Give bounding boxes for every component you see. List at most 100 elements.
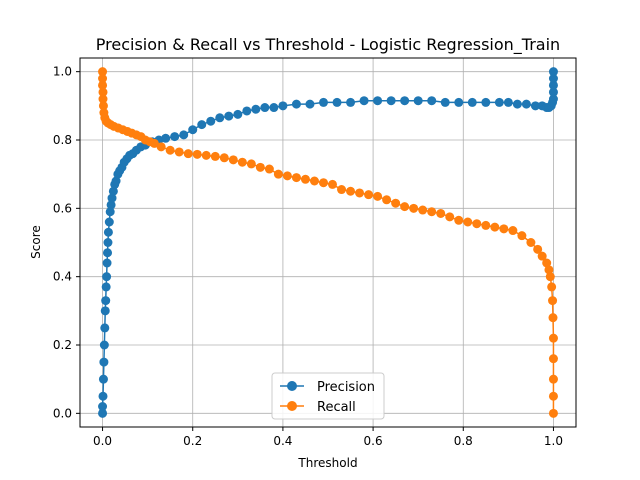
series-layer — [98, 67, 558, 418]
y-tick-label: 0.8 — [53, 133, 72, 147]
recall-point — [427, 207, 437, 217]
precision-point — [99, 357, 109, 367]
x-tick-label: 0.8 — [454, 434, 473, 448]
recall-point — [156, 142, 166, 152]
precision-point — [278, 101, 288, 111]
recall-point — [544, 265, 554, 275]
precision-point — [346, 97, 356, 107]
precision-point — [161, 133, 171, 143]
precision-series — [98, 67, 558, 418]
precision-point — [467, 97, 477, 107]
precision-point — [98, 408, 108, 418]
y-tick-label: 0.4 — [53, 270, 72, 284]
recall-point — [547, 282, 557, 292]
recall-point — [219, 153, 229, 163]
legend-precision-label: Precision — [317, 380, 375, 395]
recall-point — [149, 138, 159, 148]
recall-point — [548, 333, 558, 343]
precision-point — [103, 238, 113, 247]
precision-point — [103, 227, 113, 237]
precision-point — [103, 248, 113, 258]
x-tick-label: 0.6 — [364, 434, 383, 448]
recall-point — [545, 272, 555, 282]
recall-point — [373, 191, 383, 201]
precision-point — [107, 193, 117, 203]
recall-point — [201, 150, 211, 160]
legend-recall-label: Recall — [317, 400, 356, 415]
precision-point — [332, 97, 342, 107]
recall-point — [382, 195, 392, 205]
precision-point — [224, 111, 234, 121]
recall-point — [328, 179, 338, 189]
y-tick-label: 0.0 — [53, 406, 72, 420]
plot-frame — [79, 57, 577, 428]
y-tick-label: 1.0 — [53, 65, 72, 79]
precision-point — [305, 99, 315, 109]
recall-point — [418, 205, 428, 215]
y-tick-label: 0.6 — [53, 201, 72, 215]
recall-point — [542, 258, 552, 268]
precision-point — [102, 258, 112, 268]
recall-point — [400, 202, 410, 212]
precision-point — [108, 186, 118, 196]
precision-point — [548, 94, 558, 104]
recall-point — [174, 147, 184, 157]
recall-point — [548, 408, 558, 418]
recall-point — [237, 157, 247, 167]
recall-point — [346, 186, 356, 196]
recall-point — [499, 224, 509, 234]
precision-line — [101, 71, 555, 414]
x-tick-label: 0.4 — [273, 434, 292, 448]
recall-point — [255, 162, 265, 172]
precision-point — [512, 99, 522, 109]
legend: Precision Recall — [271, 372, 385, 420]
recall-point — [548, 391, 558, 401]
recall-point — [291, 173, 301, 183]
legend-recall-marker — [287, 401, 297, 411]
precision-point — [548, 74, 558, 83]
recall-point — [192, 149, 202, 159]
recall-point — [445, 212, 455, 222]
recall-point — [548, 313, 558, 323]
precision-point — [101, 296, 111, 306]
recall-point — [273, 169, 283, 179]
precision-point — [233, 109, 243, 119]
precision-point — [100, 306, 110, 316]
precision-point — [440, 97, 450, 107]
precision-point — [454, 97, 464, 107]
recall-point — [98, 94, 108, 104]
recall-point — [337, 185, 347, 195]
x-tick-label: 0.0 — [93, 434, 112, 448]
recall-point — [472, 219, 482, 229]
legend-box — [271, 372, 385, 420]
precision-point — [104, 217, 114, 227]
axis-ticks: 0.0 0.2 0.4 0.6 0.8 1.0 0.0 0.2 0.4 0.6 0.8 1.0 — [53, 65, 563, 448]
precision-point — [548, 87, 558, 97]
recall-point — [548, 354, 558, 364]
precision-point — [206, 116, 216, 126]
precision-point — [197, 120, 207, 130]
recall-point — [210, 151, 220, 161]
recall-point — [165, 145, 175, 155]
recall-point — [282, 171, 292, 181]
recall-line — [101, 71, 555, 414]
recall-point — [548, 374, 558, 384]
recall-point — [364, 190, 374, 200]
recall-point — [548, 296, 558, 306]
recall-point — [409, 203, 419, 213]
precision-point — [106, 200, 116, 210]
x-axis-label: Threshold — [297, 456, 357, 470]
precision-point — [530, 101, 540, 111]
precision-point — [481, 97, 491, 107]
precision-point — [179, 130, 189, 140]
precision-point — [269, 103, 279, 113]
precision-point — [548, 80, 558, 90]
precision-point — [111, 176, 121, 186]
precision-point — [98, 374, 108, 384]
precision-point — [373, 96, 383, 106]
precision-point — [98, 402, 108, 411]
precision-point — [188, 125, 198, 135]
precision-point — [102, 272, 112, 282]
recall-point — [246, 159, 256, 169]
